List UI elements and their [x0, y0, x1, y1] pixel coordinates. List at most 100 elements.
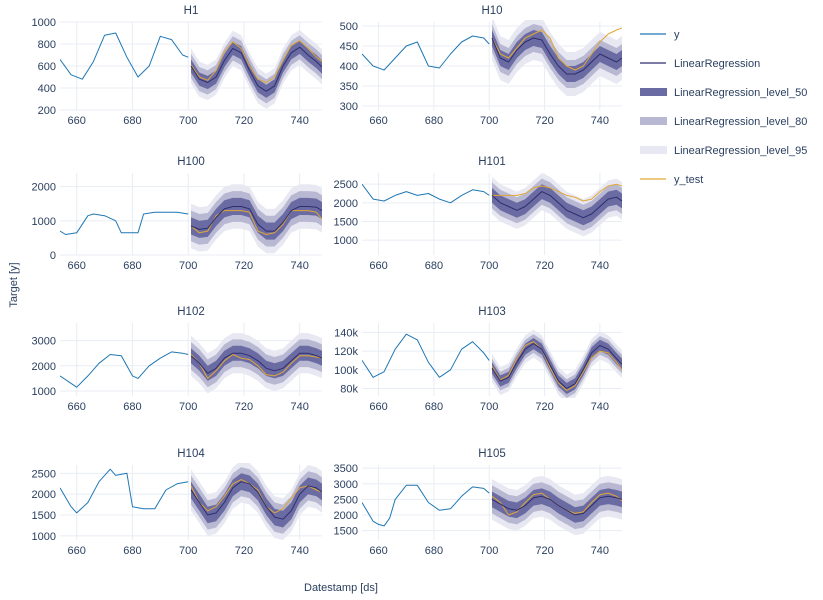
band-level-50	[191, 197, 322, 240]
y-line	[60, 32, 189, 80]
x-tick-label: 660	[68, 401, 86, 413]
x-tick-label: 740	[291, 545, 309, 557]
subplot-h101: 660 680 700 720 740 1000 1500 2000 2500 H101	[334, 156, 622, 272]
x-tick-label: 680	[425, 545, 443, 557]
x-tick-label: 740	[591, 401, 609, 413]
legend-swatch	[640, 88, 667, 96]
x-tick-label: 720	[535, 545, 553, 557]
y-line	[362, 484, 490, 527]
linear-regression-line	[190, 206, 322, 232]
y-tick-label: 3500	[334, 463, 358, 475]
x-tick-label: 740	[591, 545, 609, 557]
y-tick-label: 1500	[32, 510, 56, 522]
x-tick-label: 720	[535, 260, 553, 272]
x-tick-label: 660	[369, 260, 387, 272]
x-tick-label: 680	[123, 545, 141, 557]
subplot-title: H105	[478, 448, 506, 460]
x-tick-label: 700	[179, 115, 197, 127]
x-tick-label: 680	[123, 115, 141, 127]
legend: y LinearRegression LinearRegression_level_…	[640, 29, 807, 186]
y-tick-label: 120k	[334, 346, 358, 358]
x-tick-label: 660	[369, 401, 387, 413]
legend-item-linearregression-level-80[interactable]: LinearRegression_level_80	[640, 116, 807, 128]
y-tick-label: 450	[340, 41, 358, 53]
legend-swatch	[640, 117, 667, 125]
y-tick-label: 0	[50, 250, 56, 262]
y-tick-label: 2000	[32, 182, 56, 194]
y-tick-label: 100k	[334, 365, 358, 377]
y-tick-label: 1500	[334, 216, 358, 228]
y-tick-label: 1000	[32, 17, 56, 29]
legend-item-linearregression[interactable]: LinearRegression	[640, 58, 760, 70]
legend-label: LinearRegression_level_80	[674, 116, 807, 128]
x-tick-label: 740	[291, 260, 309, 272]
x-tick-label: 700	[179, 545, 197, 557]
y-tick-label: 80k	[340, 384, 358, 396]
x-tick-label: 660	[369, 545, 387, 557]
x-tick-label: 680	[123, 260, 141, 272]
x-tick-label: 720	[535, 115, 553, 127]
y-line	[60, 351, 189, 388]
subplot-h100: 660 680 700 720 740 0 1000 2000 H100	[32, 156, 322, 272]
y-tick-label: 400	[38, 83, 56, 95]
y-line	[362, 183, 490, 204]
linear-regression-line	[190, 352, 322, 374]
x-tick-label: 720	[235, 401, 253, 413]
legend-label: y	[674, 29, 680, 41]
x-tick-label: 700	[480, 115, 498, 127]
x-tick-label: 700	[179, 260, 197, 272]
subplot-title: H1	[184, 5, 199, 17]
subplot-title: H10	[481, 5, 502, 17]
x-tick-label: 660	[369, 115, 387, 127]
legend-item-y[interactable]: y	[640, 29, 680, 41]
x-tick-label: 720	[535, 401, 553, 413]
y-tick-label: 500	[340, 21, 358, 33]
legend-label: LinearRegression_level_50	[674, 87, 807, 99]
linear-regression-line	[491, 191, 622, 219]
x-tick-label: 700	[480, 401, 498, 413]
x-tick-label: 680	[425, 401, 443, 413]
legend-label: LinearRegression	[674, 58, 760, 70]
legend-label: LinearRegression_level_95	[674, 145, 807, 157]
y-line	[362, 333, 490, 378]
y-test-line	[491, 341, 622, 391]
legend-item-linearregression-level-95[interactable]: LinearRegression_level_95	[640, 145, 807, 157]
x-tick-label: 700	[179, 401, 197, 413]
band-level-50	[492, 488, 622, 523]
x-axis-title: Datestamp [ds]	[304, 582, 378, 594]
band-level-50	[492, 338, 622, 395]
y-test-line	[190, 40, 322, 83]
x-tick-label: 660	[68, 115, 86, 127]
linear-regression-line	[491, 343, 622, 389]
y-tick-label: 2000	[334, 510, 358, 522]
legend-item-linearregression-level-50[interactable]: LinearRegression_level_50	[640, 87, 807, 99]
y-tick-label: 2500	[32, 468, 56, 480]
y-tick-label: 350	[340, 81, 358, 93]
x-tick-label: 740	[591, 260, 609, 272]
subplot-h105: 660 680 700 720 740 1500 2000 2500 3000 3500 H105	[334, 448, 622, 557]
y-tick-label: 1000	[32, 531, 56, 543]
subplot-grid: 660 680 700 720 740 200 400 600 800 1000 H1 660 680 7…	[32, 5, 622, 557]
x-tick-label: 680	[425, 260, 443, 272]
x-tick-label: 660	[68, 260, 86, 272]
x-tick-label: 660	[68, 545, 86, 557]
x-tick-label: 720	[235, 545, 253, 557]
x-tick-label: 680	[425, 115, 443, 127]
legend-item-y-test[interactable]: y_test	[640, 174, 703, 186]
linear-regression-line	[190, 481, 322, 520]
band-level-50	[191, 345, 322, 381]
subplot-title: H104	[177, 448, 205, 460]
x-tick-label: 740	[291, 401, 309, 413]
x-tick-label: 720	[235, 115, 253, 127]
subplot-h103: 660 680 700 720 740 80k 100k 120k 140k H103	[334, 306, 622, 413]
y-tick-label: 600	[38, 61, 56, 73]
y-test-line	[491, 27, 622, 71]
x-tick-label: 740	[291, 115, 309, 127]
y-tick-label: 300	[340, 101, 358, 113]
y-line	[60, 211, 189, 235]
subplot-title: H100	[177, 156, 205, 168]
band-level-80	[191, 467, 322, 534]
linear-regression-line	[491, 495, 622, 516]
band-level-50	[191, 473, 322, 528]
legend-swatch	[640, 146, 667, 154]
